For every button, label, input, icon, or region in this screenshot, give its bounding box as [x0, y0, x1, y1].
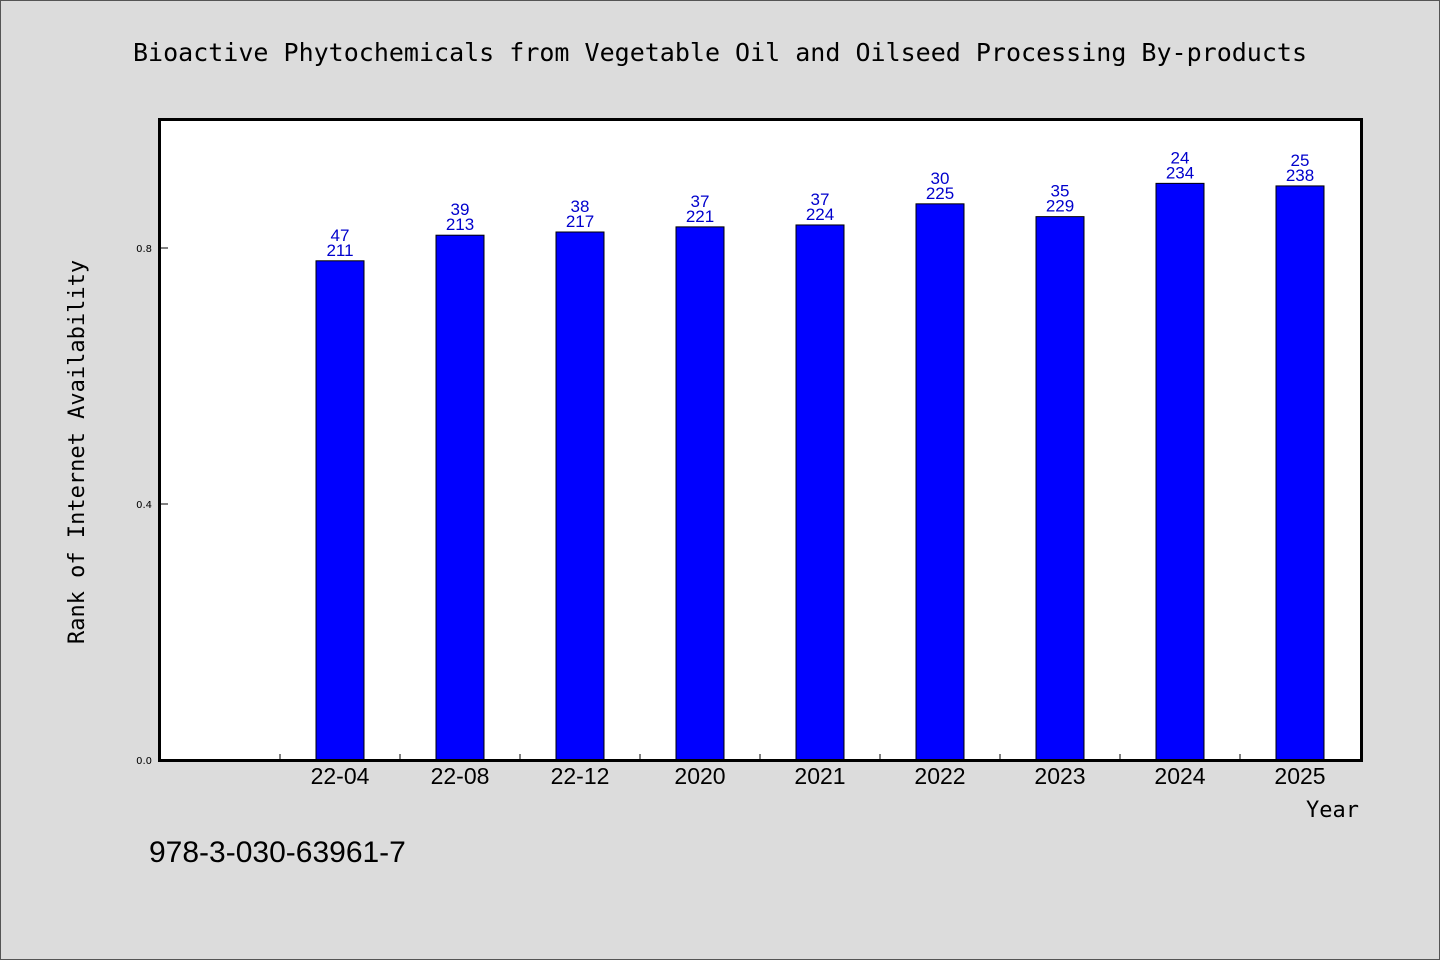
x-tick-label: 2022 [914, 763, 965, 789]
bar-label-top: 38 [571, 197, 590, 216]
x-tick-label: 22-08 [431, 763, 490, 789]
data-labels-group: 4721122-043921322-083821722-123722120203… [311, 148, 1326, 789]
x-tick-label: 22-12 [551, 763, 610, 789]
bar-label-top: 35 [1051, 182, 1070, 201]
bar-label-bottom: 238 [1286, 166, 1314, 185]
bar-label-bottom: 211 [326, 241, 353, 260]
x-tick-label: 2021 [794, 763, 845, 789]
bar-label-top: 39 [451, 200, 470, 219]
isbn-text: 978-3-030-63961-7 [149, 836, 406, 869]
bar-label-top: 25 [1291, 151, 1310, 170]
bar-22-12 [555, 231, 605, 761]
x-tick-label: 2020 [674, 763, 725, 789]
bar-22-04 [315, 260, 365, 761]
bars-group [315, 182, 1325, 761]
bar-label-bottom: 229 [1046, 197, 1074, 216]
bar-2023 [1035, 216, 1085, 761]
x-tick-label: 2025 [1274, 763, 1325, 789]
bar-label-top: 24 [1171, 148, 1190, 167]
y-tick-label: 0.0 [136, 756, 152, 767]
y-tick-label: 0.4 [136, 500, 152, 511]
bar-label-bottom: 234 [1166, 163, 1194, 182]
bar-2024 [1155, 182, 1205, 761]
y-tick-label: 0.8 [136, 244, 152, 255]
x-axis-label: Year [1306, 798, 1359, 823]
bar-2022 [915, 203, 965, 761]
bar-label-top: 37 [811, 190, 830, 209]
bar-label-top: 30 [931, 169, 950, 188]
bar-label-top: 37 [691, 192, 710, 211]
bar-2021 [795, 224, 845, 761]
plot-border [158, 118, 1363, 762]
x-tick-label: 2023 [1034, 763, 1085, 789]
bar-2020 [675, 226, 725, 761]
chart-title: Bioactive Phytochemicals from Vegetable … [133, 38, 1307, 67]
bar-label-bottom: 221 [686, 207, 714, 226]
bar-2025 [1275, 185, 1325, 761]
bar-label-bottom: 217 [566, 212, 594, 231]
bar-label-top: 47 [331, 226, 350, 245]
y-axis-label: Rank of Internet Availability [65, 260, 90, 644]
bar-22-08 [435, 234, 485, 761]
bar-label-bottom: 224 [806, 205, 834, 224]
bar-label-bottom: 213 [446, 215, 474, 234]
x-tick-label: 22-04 [311, 763, 370, 789]
bar-label-bottom: 225 [926, 184, 954, 203]
x-tick-label: 2024 [1154, 763, 1205, 789]
